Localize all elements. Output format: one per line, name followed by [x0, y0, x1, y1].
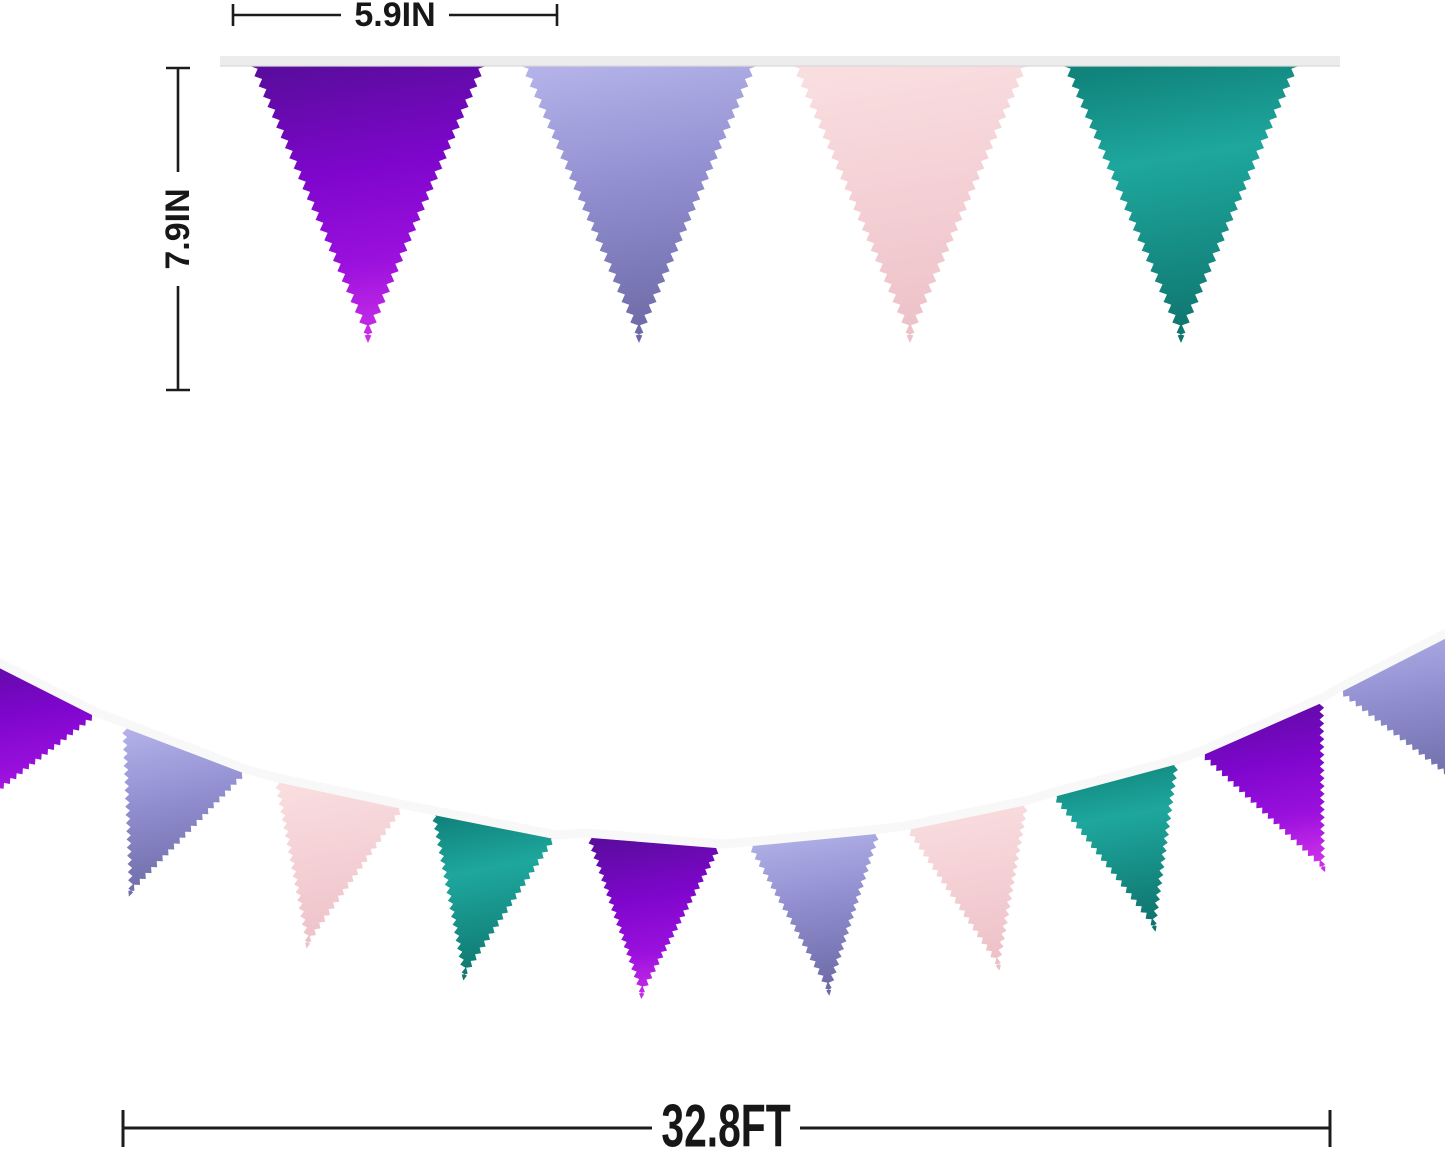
- flag-height-dimension: 7.9IN: [159, 66, 197, 392]
- garland-ribbon: [0, 628, 1445, 849]
- pennant-flag-purple: [1199, 700, 1326, 873]
- pennant-flag-purple: [586, 836, 722, 999]
- bottom-pennant-garland: [0, 628, 1445, 999]
- pennant-flag-purple: [250, 66, 486, 343]
- pennant-flag-lavender: [1337, 636, 1445, 775]
- pennant-flag-lavender: [122, 725, 248, 897]
- banner-length-label: 32.8FT: [661, 1093, 790, 1151]
- pennant-flag-teal: [1063, 66, 1299, 343]
- flag-height-label: 7.9IN: [159, 188, 197, 269]
- pennant-flag-purple: [0, 666, 98, 789]
- banner-length-dimension: 32.8FT: [121, 1093, 1332, 1151]
- banner-string: [220, 56, 1340, 66]
- pennant-flag-lavender: [521, 66, 757, 343]
- flag-width-label: 5.9IN: [354, 0, 435, 34]
- pennant-flag-lavender: [747, 832, 881, 996]
- pennant-flag-teal: [431, 813, 557, 981]
- pennant-flag-pink: [274, 780, 405, 949]
- pennant-flag-pink: [905, 803, 1029, 971]
- pennant-flag-teal: [1051, 762, 1179, 932]
- flag-width-dimension: 5.9IN: [231, 0, 559, 34]
- pennant-flag-pink: [792, 66, 1028, 343]
- top-pennant-banner: [220, 56, 1340, 343]
